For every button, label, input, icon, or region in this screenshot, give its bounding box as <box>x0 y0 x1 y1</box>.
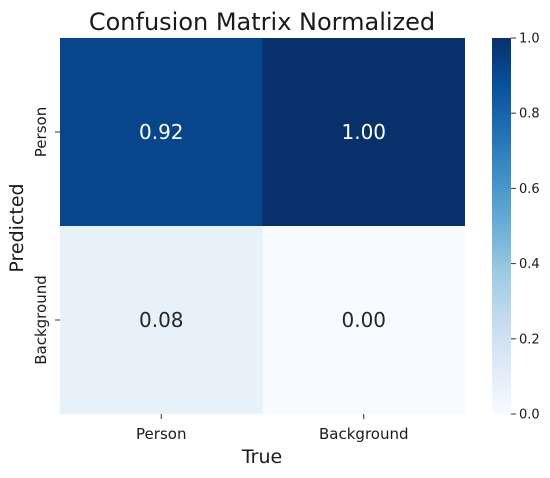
colorbar-tick-label: 0.0 <box>519 408 540 423</box>
heatmap-cells <box>60 38 465 414</box>
x-axis-label: True <box>241 446 282 468</box>
cell-value-label: 0.92 <box>139 120 184 144</box>
heatmap-cell <box>262 226 465 414</box>
colorbar-tick-label: 1.0 <box>519 32 540 47</box>
colorbar-tick-label: 0.6 <box>519 182 540 197</box>
chart-title: Confusion Matrix Normalized <box>89 8 435 36</box>
y-tick-label: Background <box>32 275 50 365</box>
cell-value-label: 1.00 <box>341 120 386 144</box>
y-tick-label: Person <box>32 107 50 157</box>
colorbar-ticks: 0.0 0.2 0.4 0.6 0.8 1.0 <box>511 32 540 423</box>
colorbar-tick-label: 0.2 <box>519 332 540 347</box>
y-axis: Person Background <box>32 107 60 365</box>
x-tick-label: Background <box>319 425 409 443</box>
heatmap-cell <box>60 226 263 414</box>
heatmap-cell <box>60 38 263 226</box>
colorbar-tick-label: 0.8 <box>519 107 540 122</box>
colorbar <box>492 38 511 414</box>
colorbar-tick-label: 0.4 <box>519 257 540 272</box>
y-axis-label: Predicted <box>6 183 28 272</box>
cell-value-label: 0.00 <box>341 308 386 332</box>
cell-value-label: 0.08 <box>139 308 184 332</box>
x-tick-label: Person <box>136 425 186 443</box>
heatmap-cell-labels: 0.92 1.00 0.08 0.00 <box>139 120 386 332</box>
x-axis: Person Background <box>136 414 409 443</box>
heatmap-cell <box>262 38 465 226</box>
